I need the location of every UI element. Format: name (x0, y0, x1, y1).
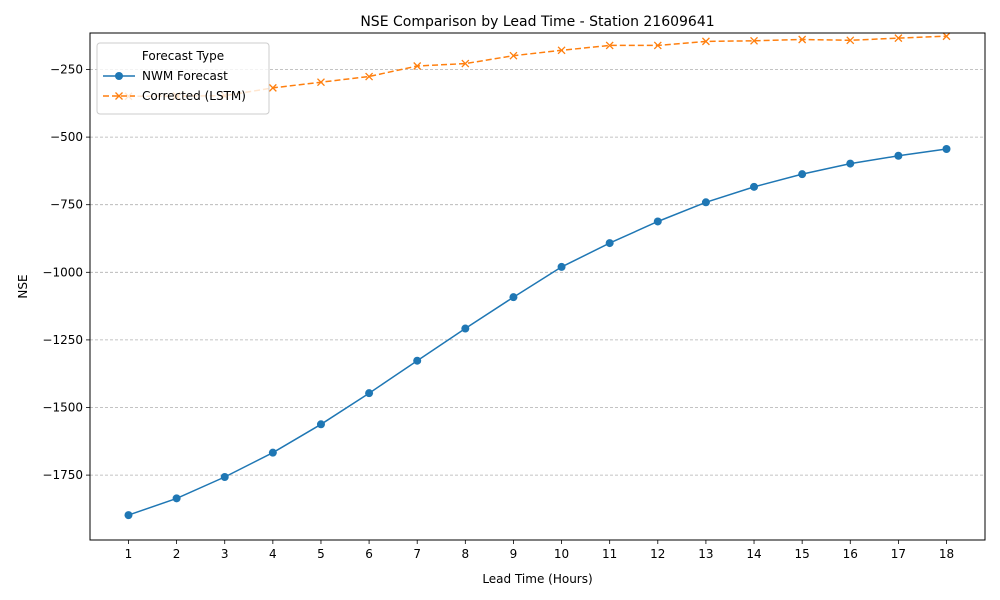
legend-label: NWM Forecast (142, 69, 228, 83)
legend-marker (115, 72, 123, 80)
legend-items: NWM Forecast Corrected (LSTM) (103, 69, 246, 103)
x-tick-label: 1 (125, 547, 133, 561)
x-marker-stroke (605, 41, 614, 50)
data-point (365, 389, 374, 398)
x-marker-stroke (798, 35, 807, 44)
x-axis-ticks: 1 2 3 4 5 6 7 8 9 10 11 12 13 14 15 16 17 18 (125, 540, 954, 561)
x-tick-label: 10 (554, 547, 569, 561)
x-tick-label: 2 (173, 547, 181, 561)
x-marker-stroke (557, 46, 566, 55)
chart-title: NSE Comparison by Lead Time - Station 21… (360, 14, 714, 30)
data-point (653, 41, 662, 50)
x-tick-label: 5 (317, 547, 325, 561)
x-marker-stroke (653, 41, 662, 50)
data-point (268, 448, 277, 457)
x-marker-stroke (846, 36, 855, 45)
grid-lines (90, 69, 985, 476)
x-tick-label: 11 (602, 547, 617, 561)
y-axis-label: NSE (16, 274, 30, 298)
x-marker-stroke (365, 72, 374, 81)
legend-item: NWM Forecast (103, 69, 228, 83)
x-marker-stroke (750, 36, 758, 45)
data-point (750, 36, 758, 45)
x-tick-label: 15 (795, 547, 810, 561)
series-line (128, 148, 947, 516)
x-tick-label: 4 (269, 547, 277, 561)
plot-frame (89, 32, 986, 541)
y-tick-label: −1500 (42, 401, 83, 415)
data-point (413, 62, 422, 70)
data-point (461, 324, 470, 333)
x-tick-label: 17 (891, 547, 906, 561)
legend-title: Forecast Type (142, 49, 224, 63)
data-point (220, 472, 229, 481)
data-point (413, 356, 422, 365)
legend-label: Corrected (LSTM) (142, 89, 246, 103)
data-point (942, 32, 951, 41)
legend: Forecast Type NWM Forecast Corrected (LST… (96, 42, 270, 115)
x-tick-label: 16 (843, 547, 858, 561)
x-tick-label: 3 (221, 547, 229, 561)
data-point (557, 262, 566, 271)
x-tick-label: 13 (698, 547, 713, 561)
data-point (894, 34, 903, 43)
y-tick-label: −1000 (42, 265, 83, 279)
data-point (846, 36, 855, 45)
x-tick-label: 8 (462, 547, 470, 561)
data-point (798, 35, 807, 44)
series-0 (124, 145, 951, 520)
y-tick-label: −250 (50, 63, 83, 77)
x-tick-label: 7 (413, 547, 421, 561)
data-point (461, 59, 470, 68)
x-marker-stroke (317, 78, 325, 87)
x-tick-label: 14 (746, 547, 761, 561)
x-tick-label: 9 (510, 547, 518, 561)
legend-item: Corrected (LSTM) (103, 89, 246, 103)
data-point (557, 46, 566, 55)
data-point (653, 217, 662, 226)
data-point (942, 145, 951, 154)
data-point (365, 72, 374, 81)
data-point (605, 239, 614, 248)
x-marker-stroke (115, 92, 123, 100)
data-point (701, 198, 710, 207)
x-tick-label: 18 (939, 547, 954, 561)
legend-marker (115, 92, 123, 100)
data-point (268, 83, 277, 92)
data-point (317, 78, 325, 87)
x-marker-stroke (509, 51, 518, 60)
data-point (172, 494, 181, 503)
x-marker-stroke (461, 59, 470, 68)
y-tick-label: −750 (50, 198, 83, 212)
data-point (798, 170, 807, 179)
data-point (509, 293, 518, 302)
data-point (846, 159, 855, 168)
y-tick-label: −1250 (42, 333, 83, 347)
x-marker-stroke (894, 34, 903, 43)
data-point (316, 420, 325, 429)
y-axis-ticks: −1750 −1500 −1250 −1000 −750 −500 −250 (42, 63, 90, 482)
x-marker-stroke (268, 83, 277, 92)
data-point (701, 37, 710, 46)
data-point (124, 511, 133, 520)
x-marker-stroke (701, 37, 710, 46)
x-marker-stroke (413, 62, 422, 70)
data-point (894, 151, 903, 160)
y-tick-label: −500 (50, 130, 83, 144)
x-axis-label: Lead Time (Hours) (482, 572, 592, 586)
x-tick-label: 6 (365, 547, 373, 561)
data-point (509, 51, 518, 60)
y-tick-label: −1750 (42, 468, 83, 482)
x-marker-stroke (942, 32, 951, 41)
data-point (750, 182, 759, 191)
x-tick-label: 12 (650, 547, 665, 561)
data-point (605, 41, 614, 50)
legend-box (96, 42, 270, 115)
